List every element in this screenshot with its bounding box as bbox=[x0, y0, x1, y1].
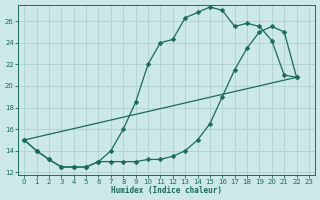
X-axis label: Humidex (Indice chaleur): Humidex (Indice chaleur) bbox=[111, 186, 222, 195]
